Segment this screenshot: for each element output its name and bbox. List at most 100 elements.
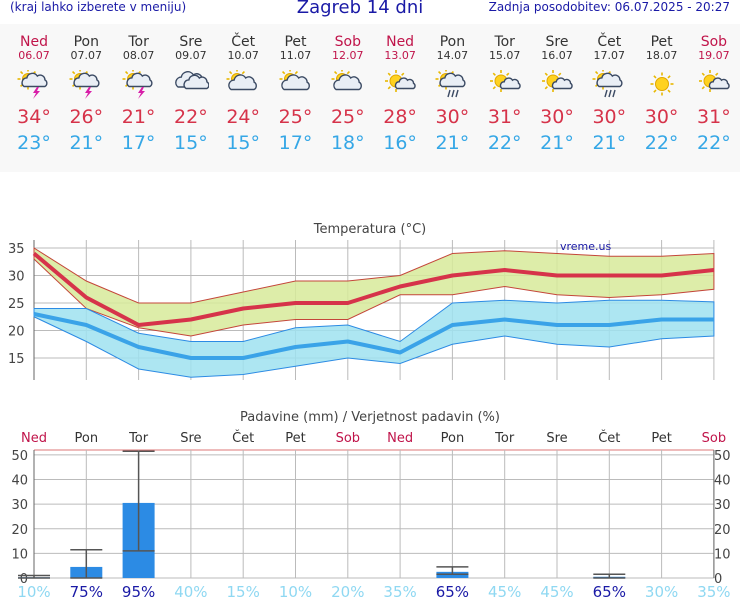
y-tick-label-left: 0	[20, 572, 28, 587]
max-temp: 22°	[174, 106, 208, 128]
day-label: Tor	[494, 431, 515, 446]
max-temp: 31°	[697, 106, 731, 128]
min-temp: 17°	[121, 132, 156, 154]
max-temp: 30°	[644, 106, 679, 128]
y-tick-label: 30	[8, 270, 25, 285]
sun-ray	[701, 86, 705, 90]
day-label: Pet	[651, 431, 671, 446]
cloud-shape	[596, 72, 623, 88]
probability-label: 10%	[279, 583, 312, 600]
day-label: Pon	[441, 431, 465, 446]
sun-ray	[544, 86, 548, 90]
day-label: Ned	[387, 431, 413, 446]
cloud-shape	[280, 74, 310, 91]
min-temp: 17°	[278, 132, 313, 154]
cloud-shape	[126, 72, 153, 88]
day-column: Tor 15.07 31° 22°	[479, 24, 531, 156]
y-tick-label-right: 50	[714, 449, 731, 464]
sun-ray	[667, 75, 671, 79]
cloud-shape	[499, 77, 521, 90]
sun-small-cloud-icon	[698, 70, 730, 92]
y-tick-label-right: 20	[714, 523, 731, 538]
page-title: Zagreb 14 dni	[296, 0, 424, 18]
weather-icon-slot	[374, 62, 426, 100]
rain-drop	[451, 89, 456, 98]
sun-cloud-icon	[331, 68, 362, 91]
weather-icon-slot	[8, 62, 60, 100]
probability-label: 30%	[645, 583, 678, 600]
day-column: Sob 19.07 31° 22°	[688, 24, 740, 156]
day-date: 19.07	[698, 49, 730, 62]
rain-drop	[612, 89, 616, 98]
day-date: 18.07	[645, 49, 678, 62]
sun-ray	[346, 71, 350, 75]
weather-icon-slot	[60, 62, 112, 100]
lightning-bolt	[137, 87, 145, 99]
temperature-chart-title: Temperatura (°C)	[313, 222, 426, 237]
sun-cloud-icon	[226, 68, 258, 91]
day-date: 09.07	[175, 49, 207, 62]
sun-cloud-icon	[279, 68, 310, 91]
sun-ray	[558, 72, 562, 76]
sun-ray	[652, 75, 657, 79]
day-column: Tor 08.07 21° 17°	[113, 24, 165, 156]
sun-ray	[492, 72, 496, 76]
weather-icon-slot	[531, 62, 583, 100]
y-tick-label: 35	[8, 242, 25, 257]
sun-ray	[667, 89, 671, 93]
min-temp: 21°	[592, 132, 627, 154]
rain-drop	[455, 89, 460, 98]
min-temp: 22°	[487, 132, 522, 154]
day-label: Sre	[546, 431, 567, 446]
day-column: Pon 07.07 26° 21°	[60, 24, 112, 156]
day-column: Ned 06.07 34° 23°	[8, 24, 60, 156]
y-tick-label-left: 30	[11, 498, 28, 513]
day-date: 11.07	[279, 49, 312, 62]
sun-icon	[650, 72, 674, 96]
day-column: Čet 10.07 24° 15°	[217, 24, 269, 156]
sun-cloud-lightning-icon	[122, 68, 153, 99]
cloud-icon	[174, 71, 210, 90]
min-temp: 15°	[174, 132, 208, 154]
day-date: 16.07	[541, 49, 573, 62]
min-temp: 21°	[540, 132, 574, 154]
max-temp: 31°	[487, 106, 522, 128]
day-label: Čet	[598, 430, 620, 446]
cloud-shape	[394, 77, 416, 90]
probability-label: 40%	[174, 583, 207, 600]
cloud-shape	[708, 77, 730, 90]
day-date: 15.07	[488, 49, 521, 62]
sun-ray	[595, 71, 599, 75]
cloud-shape	[551, 77, 573, 90]
min-temp-line	[33, 312, 714, 360]
location-menu-hint: (kraj lahko izberete v meniju)	[10, 0, 187, 14]
min-temp: 21°	[435, 132, 470, 154]
day-column: Pet 11.07 25° 17°	[270, 24, 322, 156]
sun-ray	[124, 71, 128, 75]
y-tick-label-left: 50	[11, 449, 28, 464]
y-tick-label-right: 40	[714, 474, 731, 489]
min-temp: 23°	[17, 132, 51, 154]
sun-ray	[438, 71, 442, 75]
probability-label: 10%	[17, 583, 50, 600]
min-temp: 15°	[226, 132, 261, 154]
weather-icon-slot	[636, 62, 688, 100]
day-name: Sre	[545, 34, 569, 50]
cloud-shape	[73, 72, 100, 88]
weather-icon-slot	[217, 62, 269, 100]
y-tick-label: 25	[8, 297, 25, 312]
max-temp: 28°	[383, 106, 417, 128]
sun-ray	[505, 72, 510, 76]
sun-ray	[72, 71, 76, 75]
day-date: 07.07	[70, 49, 103, 62]
day-name: Čet	[597, 34, 622, 50]
sun-ray	[652, 89, 657, 93]
day-label: Sob	[336, 431, 360, 446]
sun-ray	[492, 86, 496, 90]
y-tick-label: 20	[8, 325, 25, 340]
precipitation-chart: Padavine (mm) / Verjetnost padavin (%) Ne…	[11, 410, 731, 600]
cloud-shape	[228, 74, 258, 91]
temperature-chart: Temperatura (°C) 15 20 25 30 35 vreme.us	[8, 222, 715, 380]
y-tick-label-right: 0	[714, 572, 722, 587]
y-tick-label: 15	[8, 352, 25, 367]
